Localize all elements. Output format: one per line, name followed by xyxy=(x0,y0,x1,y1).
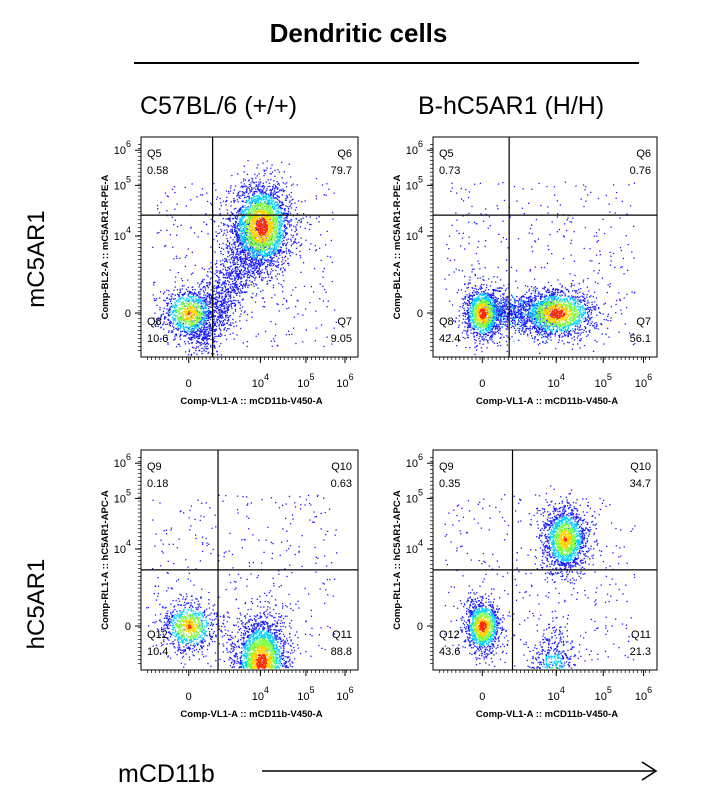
column-header-humanized: B-hC5AR1 (H/H) xyxy=(418,92,605,120)
x-tick-label: 0 xyxy=(479,691,485,703)
y-tick-label: 105 xyxy=(406,487,423,505)
quadrant-percent: 34.7 xyxy=(630,478,651,490)
quadrant-name: Q9 xyxy=(147,461,162,473)
y-axis-label: Comp-BL2-A :: mC5AR1-R-PE-A xyxy=(392,174,403,319)
quadrant-percent: 21.3 xyxy=(630,646,651,658)
quadrant-percent: 56.1 xyxy=(630,333,651,345)
y-tick-label: 0 xyxy=(125,308,131,320)
title-underline xyxy=(134,62,639,64)
quadrant-name: Q9 xyxy=(439,461,454,473)
flow-plot-4: Q9 0.35 Q10 34.7 Q11 21.3 Q12 43.6 0 104 105 106 Com… xyxy=(392,449,658,720)
y-tick-label: 104 xyxy=(406,538,423,556)
quadrant-name: Q12 xyxy=(439,629,460,641)
x-tick-label: 105 xyxy=(595,685,612,703)
flow-plot-1: Q5 0.58 Q6 79.7 Q7 9.05 Q8 10.6 0 104 105 106 Comp-V… xyxy=(100,136,359,407)
quadrant-percent: 0.35 xyxy=(439,478,460,490)
y-tick-label: 104 xyxy=(114,538,131,556)
x-tick-label: 104 xyxy=(252,372,269,390)
density-dots xyxy=(444,485,636,670)
x-tick-label: 104 xyxy=(252,685,269,703)
quadrant-name: Q5 xyxy=(439,148,454,160)
flow-plot-3: Q9 0.18 Q10 0.63 Q11 88.8 Q12 10.4 0 104 105 106 Com… xyxy=(100,449,359,720)
y-tick-label: 106 xyxy=(114,139,131,157)
quadrant-percent: 9.05 xyxy=(331,333,352,345)
quadrant-percent: 10.6 xyxy=(147,333,168,345)
y-tick-label: 0 xyxy=(417,308,423,320)
x-tick-label: 105 xyxy=(595,372,612,390)
quadrant-name: Q5 xyxy=(147,148,162,160)
quadrant-name: Q11 xyxy=(332,629,352,641)
y-tick-label: 106 xyxy=(406,139,423,157)
quadrant-name: Q7 xyxy=(636,316,651,328)
column-header-wildtype: C57BL/6 (+/+) xyxy=(140,92,298,120)
y-tick-label: 104 xyxy=(406,225,423,243)
flow-plot-2: Q5 0.73 Q6 0.76 Q7 56.1 Q8 42.4 0 104 105 106 Comp-V… xyxy=(392,136,658,407)
y-tick-label: 0 xyxy=(125,621,131,633)
x-tick-label: 106 xyxy=(635,372,652,390)
bottom-axis-label: mCD11b xyxy=(118,760,215,788)
x-axis-label: Comp-VL1-A :: mCD11b-V450-A xyxy=(180,396,322,407)
quadrant-percent: 0.73 xyxy=(439,165,460,177)
density-dots xyxy=(152,159,337,356)
quadrant-percent: 10.4 xyxy=(147,646,168,658)
plot-frame xyxy=(432,449,658,671)
x-tick-label: 106 xyxy=(635,685,652,703)
plot-frame xyxy=(140,136,359,358)
quadrant-percent: 0.58 xyxy=(147,165,168,177)
quadrant-name: Q8 xyxy=(147,316,162,328)
y-tick-label: 105 xyxy=(114,487,131,505)
quadrant-name: Q12 xyxy=(147,629,168,641)
quadrant-name: Q10 xyxy=(331,461,352,473)
x-axis-label: Comp-VL1-A :: mCD11b-V450-A xyxy=(476,709,618,720)
density-dots xyxy=(444,181,636,356)
quadrant-percent: 43.6 xyxy=(439,646,460,658)
quadrant-percent: 88.8 xyxy=(331,646,352,658)
y-axis-label: Comp-BL2-A :: mC5AR1-R-PE-A xyxy=(100,174,111,319)
quadrant-name: Q6 xyxy=(636,148,651,160)
x-tick-label: 105 xyxy=(297,685,314,703)
x-tick-label: 105 xyxy=(297,372,314,390)
y-tick-label: 0 xyxy=(417,621,423,633)
x-axis-label: Comp-VL1-A :: mCD11b-V450-A xyxy=(180,709,322,720)
y-axis-label: Comp-RL1-A :: hC5AR1-APC-A xyxy=(100,490,111,630)
x-tick-label: 106 xyxy=(336,685,353,703)
x-tick-label: 104 xyxy=(548,372,565,390)
quadrant-percent: 0.18 xyxy=(147,478,168,490)
y-tick-label: 105 xyxy=(114,174,131,192)
quadrant-percent: 0.76 xyxy=(630,165,651,177)
figure-title: Dendritic cells xyxy=(269,18,448,48)
quadrant-name: Q11 xyxy=(631,629,651,641)
x-tick-label: 104 xyxy=(548,685,565,703)
x-tick-label: 0 xyxy=(186,691,192,703)
y-tick-label: 106 xyxy=(406,452,423,470)
y-tick-label: 104 xyxy=(114,225,131,243)
x-tick-label: 0 xyxy=(479,378,485,390)
density-dots xyxy=(146,494,338,670)
quadrant-name: Q10 xyxy=(630,461,651,473)
y-tick-label: 106 xyxy=(114,452,131,470)
axis-arrow-icon xyxy=(262,761,658,781)
quadrant-name: Q7 xyxy=(337,316,352,328)
quadrant-percent: 42.4 xyxy=(439,333,460,345)
x-tick-label: 106 xyxy=(336,372,353,390)
y-axis-label: Comp-RL1-A :: hC5AR1-APC-A xyxy=(392,490,403,630)
quadrant-name: Q6 xyxy=(337,148,352,160)
x-tick-label: 0 xyxy=(186,378,192,390)
y-tick-label: 105 xyxy=(406,174,423,192)
quadrant-percent: 79.7 xyxy=(331,165,352,177)
quadrant-name: Q8 xyxy=(439,316,454,328)
quadrant-percent: 0.63 xyxy=(331,478,352,490)
x-axis-label: Comp-VL1-A :: mCD11b-V450-A xyxy=(476,396,618,407)
